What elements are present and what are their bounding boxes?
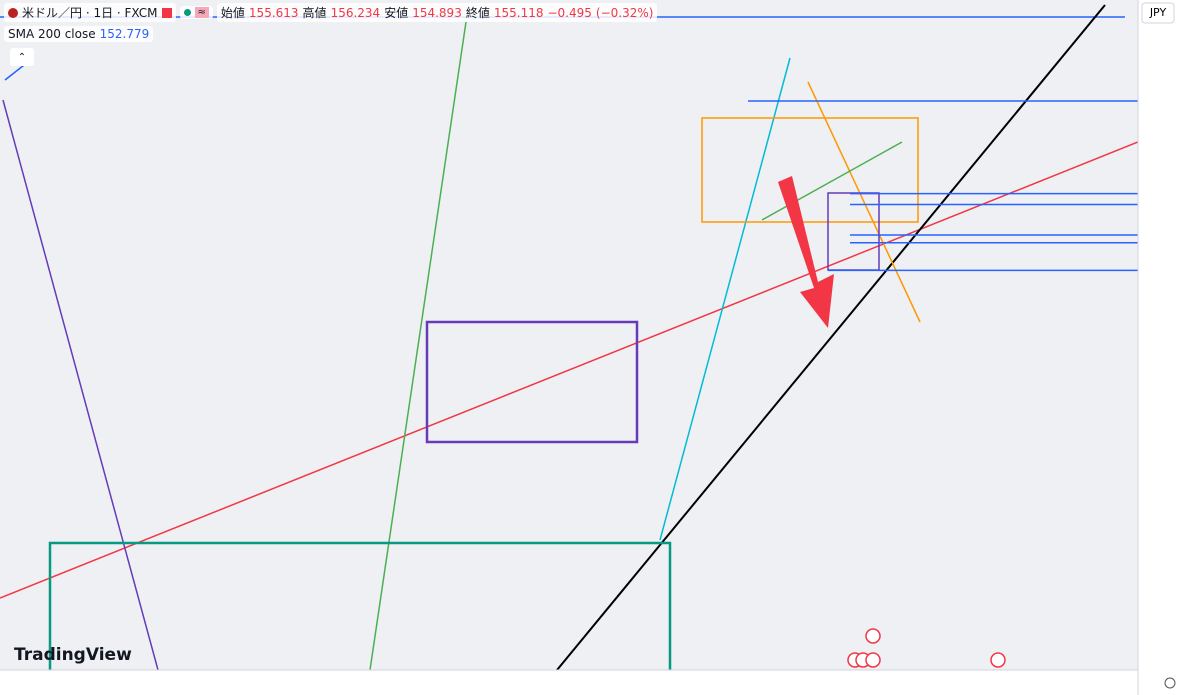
event-icon[interactable] (990, 652, 1006, 668)
ohlc-value: 156.234 (330, 5, 381, 20)
change-pct: (−0.32%) (595, 5, 654, 20)
ohlc-name: 終値 (465, 6, 490, 20)
trend-line (0, 141, 1138, 599)
brand-logo: TradingView (14, 645, 132, 665)
trend-line (659, 57, 791, 541)
header-row: 米ドル／円 · 1日 · FXCM ≈ 始値 155.613 高値 156.234 … (4, 3, 658, 22)
price-axis (1138, 0, 1200, 695)
settings-icon[interactable] (1164, 677, 1176, 689)
ohlc-value: 155.613 (248, 5, 299, 20)
symbol-title: 米ドル／円 · 1日 · FXCM (22, 6, 158, 20)
time-axis (0, 670, 1138, 695)
trend-line (2, 99, 159, 670)
ohlc-name: 始値 (220, 6, 245, 20)
currency-button[interactable] (1141, 2, 1175, 24)
status-dot (183, 9, 191, 16)
ohlc: 始値 155.613 高値 156.234 安値 154.893 終値 155.118 … (216, 3, 658, 22)
symbol[interactable]: 米ドル／円 · 1日 · FXCM (4, 3, 176, 22)
ohlc-name: 安値 (384, 6, 409, 20)
status-icon: ≈ (194, 7, 209, 18)
ohlc-value: 155.118 (493, 5, 544, 20)
ohlc-name: 高値 (302, 6, 327, 20)
plot-bg (0, 0, 1138, 670)
trend-line (369, 21, 467, 670)
collapse-button[interactable]: ⌃ (10, 48, 34, 66)
status[interactable]: ≈ (179, 6, 213, 19)
change: −0.495 (547, 5, 592, 20)
trend-line (807, 81, 921, 323)
indicator-row: SMA 200 close 152.779 (4, 26, 154, 42)
box (701, 117, 919, 223)
indicator-value: 152.779 (99, 27, 150, 41)
currency: JPY (1149, 6, 1167, 19)
event-icon[interactable] (865, 628, 881, 644)
ohlc-value: 154.893 (412, 5, 462, 20)
trend-line (761, 141, 903, 221)
indicator-name: SMA 200 close (8, 27, 96, 41)
indicator[interactable]: SMA 200 close 152.779 (4, 26, 154, 42)
arrow (778, 176, 834, 328)
trend-line (556, 4, 1106, 670)
event-icon[interactable] (865, 652, 881, 668)
box (425, 320, 639, 444)
flag (8, 7, 18, 18)
box (48, 541, 672, 670)
flag-marker (161, 7, 172, 18)
